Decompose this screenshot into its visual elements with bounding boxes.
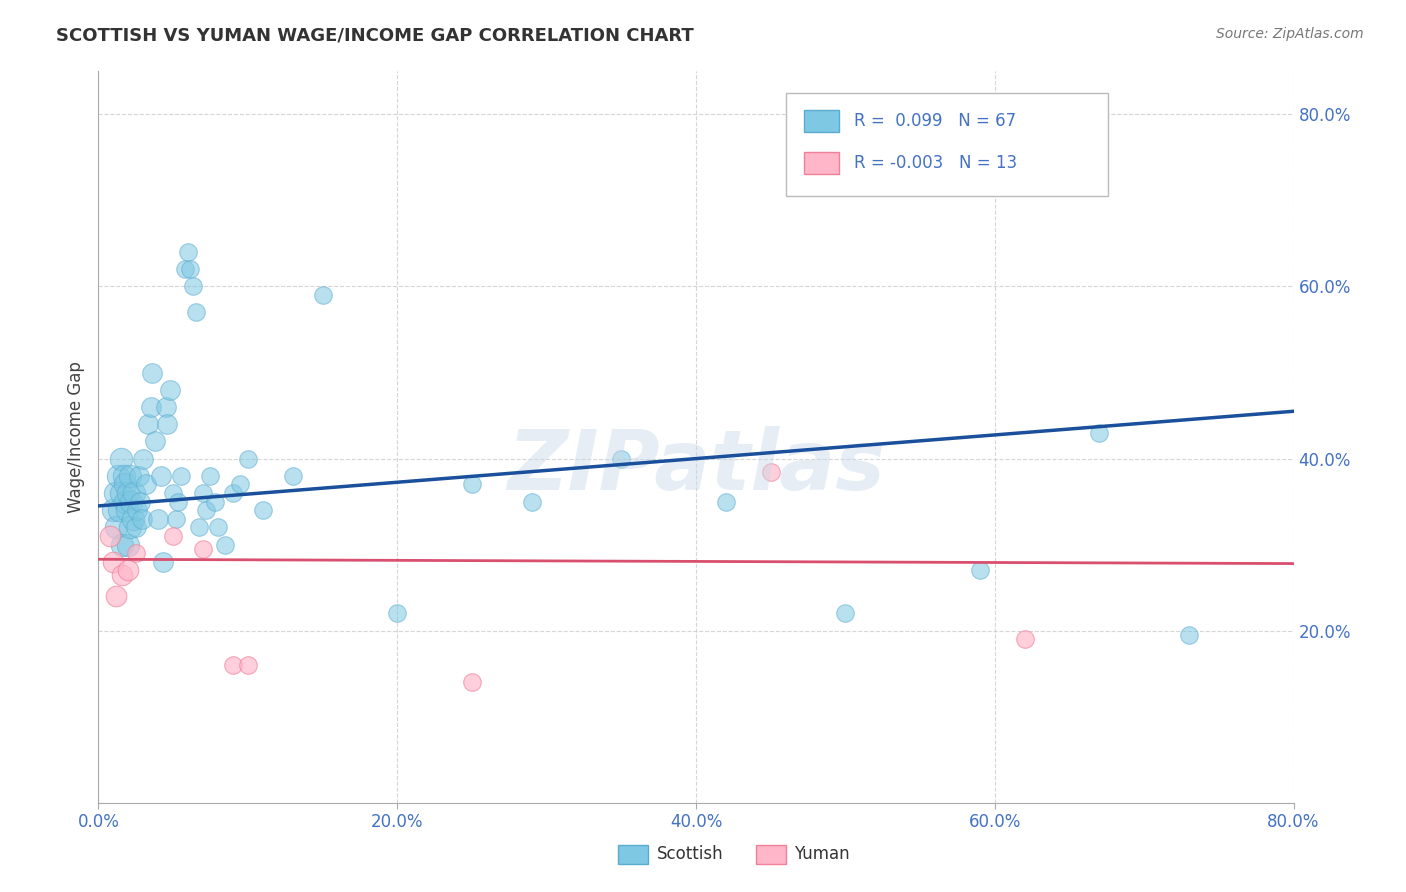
Point — [98, 529, 122, 543]
Point — [214, 538, 236, 552]
Point — [165, 512, 187, 526]
Point — [127, 503, 149, 517]
Point — [111, 567, 134, 582]
Point — [136, 417, 159, 432]
Point — [105, 520, 128, 534]
Point — [115, 503, 138, 517]
Point — [191, 541, 214, 556]
Point — [714, 494, 737, 508]
Point — [120, 494, 142, 508]
Point — [1088, 425, 1111, 440]
Text: R =  0.099   N = 67: R = 0.099 N = 67 — [853, 112, 1017, 130]
Point — [114, 494, 136, 508]
Text: R = -0.003   N = 13: R = -0.003 N = 13 — [853, 153, 1017, 172]
Text: ZIPatlas: ZIPatlas — [508, 425, 884, 507]
Point — [156, 417, 179, 432]
Point — [128, 468, 150, 483]
Point — [152, 555, 174, 569]
Point — [118, 468, 141, 483]
Point — [103, 555, 125, 569]
Point — [759, 465, 782, 479]
Point — [132, 451, 155, 466]
Text: Scottish: Scottish — [657, 845, 723, 863]
Point — [114, 477, 136, 491]
Point — [252, 503, 274, 517]
Y-axis label: Wage/Income Gap: Wage/Income Gap — [66, 361, 84, 513]
Point — [105, 589, 128, 603]
Point — [139, 400, 162, 414]
Point — [222, 658, 245, 673]
Point — [155, 400, 177, 414]
Point — [385, 607, 409, 621]
Point — [311, 288, 333, 302]
Point — [117, 486, 139, 500]
Point — [969, 564, 991, 578]
Point — [103, 503, 125, 517]
Point — [135, 477, 157, 491]
Point — [229, 477, 252, 491]
Point — [207, 520, 229, 534]
Point — [117, 564, 139, 578]
Point — [200, 468, 222, 483]
Point — [610, 451, 633, 466]
Point — [148, 512, 170, 526]
Point — [236, 658, 259, 673]
Point — [177, 245, 200, 260]
Bar — [804, 110, 839, 132]
Point — [181, 279, 204, 293]
Bar — [619, 846, 648, 863]
Point — [1178, 628, 1201, 642]
FancyBboxPatch shape — [786, 94, 1108, 195]
Point — [1014, 632, 1036, 647]
Point — [104, 486, 127, 500]
Point — [162, 529, 184, 543]
Point — [195, 503, 218, 517]
Point — [236, 451, 259, 466]
Point — [143, 434, 166, 449]
Point — [117, 538, 139, 552]
Point — [107, 468, 129, 483]
Text: Yuman: Yuman — [794, 845, 849, 863]
Point — [118, 520, 141, 534]
Point — [110, 451, 132, 466]
Point — [184, 305, 207, 319]
Point — [834, 607, 856, 621]
Point — [204, 494, 226, 508]
Point — [1059, 142, 1081, 156]
Point — [461, 675, 484, 690]
Point — [159, 383, 181, 397]
Point — [131, 512, 153, 526]
Point — [222, 486, 245, 500]
Point — [191, 486, 214, 500]
Point — [169, 468, 191, 483]
Point — [520, 494, 543, 508]
Point — [281, 468, 304, 483]
Point — [124, 486, 146, 500]
Point — [166, 494, 188, 508]
Point — [179, 262, 201, 277]
Point — [112, 468, 135, 483]
Point — [125, 520, 148, 534]
Point — [110, 486, 132, 500]
Point — [125, 546, 148, 560]
Point — [108, 503, 131, 517]
Point — [461, 477, 484, 491]
Point — [111, 538, 134, 552]
Bar — [804, 152, 839, 174]
Bar — [756, 846, 786, 863]
Point — [174, 262, 197, 277]
Text: SCOTTISH VS YUMAN WAGE/INCOME GAP CORRELATION CHART: SCOTTISH VS YUMAN WAGE/INCOME GAP CORREL… — [56, 27, 695, 45]
Point — [141, 366, 163, 380]
Point — [162, 486, 184, 500]
Point — [121, 512, 143, 526]
Point — [150, 468, 173, 483]
Point — [187, 520, 209, 534]
Point — [129, 494, 152, 508]
Text: Source: ZipAtlas.com: Source: ZipAtlas.com — [1216, 27, 1364, 41]
